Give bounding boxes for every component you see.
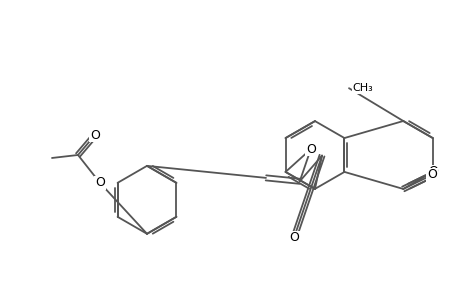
Text: O: O <box>95 176 105 189</box>
Text: O: O <box>427 166 437 178</box>
Text: O: O <box>288 231 298 244</box>
Text: O: O <box>305 143 315 156</box>
Text: CH₃: CH₃ <box>352 83 373 93</box>
Text: O: O <box>90 128 100 142</box>
Text: O: O <box>426 168 436 182</box>
